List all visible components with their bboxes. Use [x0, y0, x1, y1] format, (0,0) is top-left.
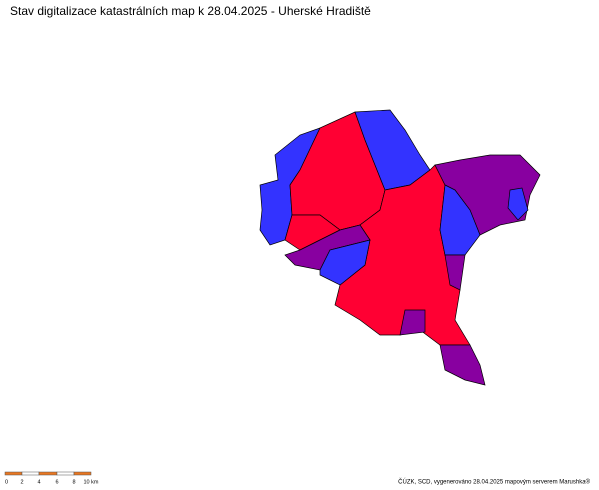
region [507, 187, 529, 221]
map-title: Stav digitalizace katastrálních map k 28… [10, 4, 371, 18]
scale-label: 8 [72, 479, 75, 485]
region [444, 254, 466, 291]
region [399, 309, 426, 336]
credit: ČÚZK, SCD, vygenerováno 28.04.2025 mapov… [398, 479, 590, 486]
scale-segment [73, 471, 92, 476]
scale-segment [4, 471, 23, 476]
scale-label: 6 [55, 479, 58, 485]
region [439, 344, 486, 386]
regions [259, 109, 541, 386]
scale-label: 0 [5, 479, 8, 485]
scale-label: 2 [20, 479, 23, 485]
region [439, 184, 481, 256]
scale-segment [21, 471, 40, 476]
scale-bar [4, 471, 92, 476]
region [319, 239, 371, 286]
scale-label: 10 km [84, 479, 99, 485]
scale-segment [38, 471, 58, 476]
scale-label: 4 [37, 479, 40, 485]
scale-segment [56, 471, 75, 476]
